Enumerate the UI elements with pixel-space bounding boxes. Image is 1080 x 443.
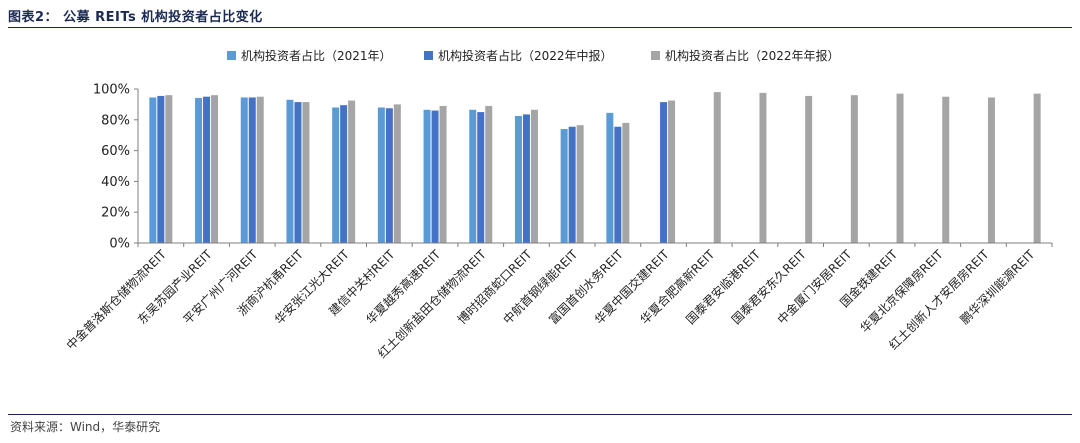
bar-marks [149,92,1041,244]
bar-2-7 [485,105,493,243]
bar-2-5 [393,104,401,244]
bar-2-6 [439,105,447,243]
bar-2-16 [896,93,904,243]
bar-0-0 [149,97,157,243]
bar-2-3 [302,102,310,243]
y-tick-label: 0% [109,237,130,252]
bar-1-0 [157,95,165,244]
bar-2-2 [256,96,264,243]
legend-swatch-0 [227,51,236,60]
bar-2-0 [165,95,173,243]
bar-2-12 [713,92,721,243]
x-category-label: 中航首钢绿能REIT [500,246,581,327]
bar-0-2 [240,97,248,243]
x-category-label: 华夏越秀高速REIT [363,246,444,327]
x-category-label: 华安张江光大REIT [271,246,352,327]
bar-2-13 [759,92,767,243]
y-tick-label: 60% [101,144,130,159]
x-category-label: 博时招商蛇口REIT [454,246,535,327]
bar-1-3 [294,102,302,243]
bar-1-1 [203,96,211,243]
y-tick-label: 80% [101,113,130,128]
bar-2-17 [942,96,950,243]
bar-2-1 [211,95,219,243]
source-divider [8,414,1072,415]
bar-2-18 [987,97,995,243]
bar-1-9 [568,126,576,243]
bar-2-8 [530,109,538,243]
bar-0-7 [469,109,477,243]
bar-2-19 [1033,93,1041,243]
bar-0-8 [514,115,522,243]
x-axis: 中金普洛斯仓储物流REIT东吴苏园产业REIT平安广州广河REIT浙商沪杭甬RE… [63,242,1053,361]
bar-1-8 [522,114,530,243]
bar-2-10 [622,122,630,243]
bar-0-6 [423,109,431,243]
legend-label-0: 机构投资者占比（2021年） [241,48,392,63]
chart-legend: 机构投资者占比（2021年） 机构投资者占比（2022年中报） 机构投资者占比（20… [227,48,840,63]
y-tick-label: 40% [101,175,130,190]
x-category-label: 国泰君安临港REIT [683,246,764,327]
bar-2-11 [668,100,676,243]
bar-1-2 [248,97,256,243]
bar-1-5 [385,108,393,243]
x-category-label: 平安广州广河REIT [180,246,261,327]
bar-chart: 机构投资者占比（2021年） 机构投资者占比（2022年中报） 机构投资者占比（20… [63,48,1053,361]
bar-0-10 [606,112,614,244]
source-note: 资料来源：Wind，华泰研究 [10,420,161,434]
bar-0-5 [377,107,385,243]
bar-2-15 [850,95,858,243]
bar-1-10 [614,126,622,243]
legend-label-2: 机构投资者占比（2022年年报） [665,48,840,63]
x-category-label: 华夏合肥高新REIT [637,246,718,327]
x-category-label: 国泰君安东久REIT [728,246,809,327]
x-category-label: 华夏中国交建REIT [591,246,672,327]
bar-2-9 [576,125,584,243]
bar-1-11 [660,102,668,243]
title-divider [8,27,1072,28]
bar-1-6 [431,110,439,243]
y-axis: 0% 20% 40% 60% 80% 100% [93,83,139,252]
legend-label-1: 机构投资者占比（2022年中报） [438,48,613,63]
bar-0-3 [286,99,294,243]
bar-2-4 [348,100,356,243]
y-tick-label: 100% [93,83,130,98]
figure-title: 图表2： 公募 REITs 机构投资者占比变化 [8,10,263,25]
x-category-label: 中金厦门安居REIT [774,246,855,327]
x-category-label: 富国首创水务REIT [546,246,627,327]
y-tick-label: 20% [101,206,130,221]
bar-0-4 [332,107,340,243]
bar-0-9 [560,129,568,243]
bar-1-7 [477,112,485,243]
legend-swatch-1 [424,51,433,60]
bar-2-14 [805,95,813,244]
legend-swatch-2 [651,51,660,60]
x-category-label: 华夏北京保障房REIT [857,246,946,335]
bar-0-1 [195,97,203,243]
bar-1-4 [340,105,348,243]
